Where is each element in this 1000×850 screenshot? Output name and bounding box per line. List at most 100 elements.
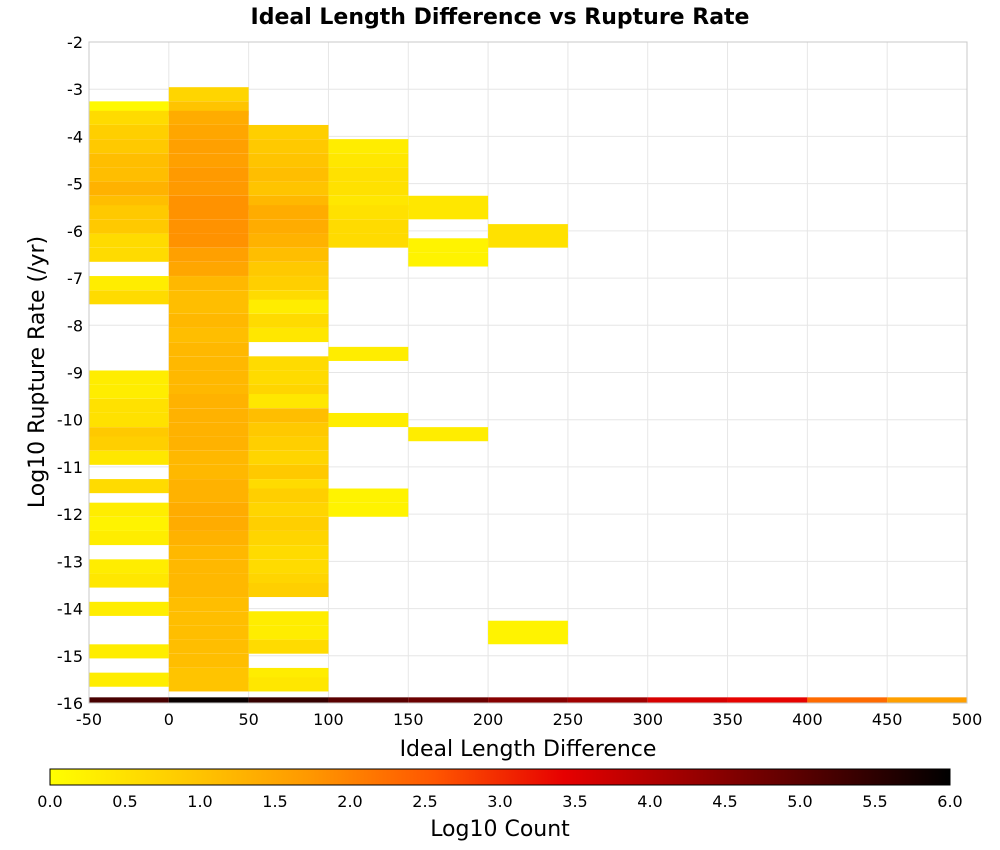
heatmap-cell (89, 436, 169, 451)
heatmap-cell (89, 516, 169, 531)
heatmap-cell (248, 299, 329, 314)
colorbar-tick-label: 3.0 (487, 792, 512, 811)
heatmap-cell-bottom-row (408, 697, 489, 703)
heatmap-cell-bottom-row (567, 697, 648, 703)
colorbar-tick-label: 1.5 (262, 792, 287, 811)
y-tick-label: -4 (67, 127, 83, 146)
heatmap-cell (248, 677, 329, 692)
heatmap-cell-bottom-row (488, 697, 568, 703)
heatmap-cell-bottom-row (248, 697, 329, 703)
heatmap-cell (168, 153, 249, 168)
heatmap-cell (168, 436, 249, 451)
heatmap-cell (248, 625, 329, 640)
colorbar (49, 768, 951, 786)
x-tick-label: 400 (792, 710, 823, 729)
colorbar-tick-label: 0.5 (112, 792, 137, 811)
heatmap-cell (89, 398, 169, 413)
heatmap-cell (248, 276, 329, 291)
heatmap-cell (168, 502, 249, 517)
heatmap-cell (328, 502, 409, 517)
heatmap-cell (89, 276, 169, 291)
y-tick-label: -14 (57, 600, 83, 619)
heatmap-cell (89, 573, 169, 588)
heatmap-cell (408, 205, 489, 220)
heatmap-cell (488, 630, 568, 645)
y-tick-label: -11 (57, 458, 83, 477)
heatmap-cell (248, 582, 329, 598)
heatmap-cell (89, 384, 169, 399)
colorbar-tick-label: 6.0 (937, 792, 962, 811)
heatmap-cell (168, 370, 249, 385)
heatmap-cell (168, 545, 249, 560)
colorbar-tick-label: 4.0 (637, 792, 662, 811)
heatmap-cell (89, 672, 169, 687)
y-tick-label: -10 (57, 411, 83, 430)
x-tick-label: 50 (238, 710, 258, 729)
heatmap-cell (89, 110, 169, 125)
x-tick-label: -50 (76, 710, 102, 729)
heatmap-cell (168, 327, 249, 343)
heatmap-cell (89, 412, 169, 428)
heatmap-cell (168, 342, 249, 357)
x-tick-label: 0 (164, 710, 174, 729)
heatmap-cell (408, 252, 489, 267)
heatmap-cell (168, 167, 249, 182)
heatmap-cell (248, 205, 329, 220)
heatmap-cell (248, 219, 329, 234)
heatmap-cell (168, 464, 249, 479)
heatmap-cell (168, 276, 249, 291)
heatmap-cell (248, 394, 329, 409)
heatmap-cell (168, 261, 249, 276)
heatmap-cell (89, 124, 169, 140)
heatmap-cell (168, 124, 249, 140)
heatmap-cell (248, 611, 329, 626)
heatmap-cell (168, 450, 249, 465)
heatmap-cell (89, 479, 169, 494)
heatmap-cell (248, 313, 329, 328)
heatmap-cell (168, 639, 249, 654)
x-axis-label: Ideal Length Difference (400, 737, 657, 762)
heatmap-cell (168, 110, 249, 125)
heatmap-cell (328, 181, 409, 196)
heatmap-cell (408, 427, 489, 442)
heatmap-cell (328, 205, 409, 220)
heatmap-cell (168, 531, 249, 546)
x-tick-label: 350 (712, 710, 743, 729)
heatmap-cell (248, 181, 329, 196)
heatmap-cell (488, 233, 568, 248)
heatmap-cell (168, 625, 249, 640)
heatmap-cell (248, 502, 329, 517)
heatmap-cell-bottom-row (89, 697, 169, 703)
heatmap-cell (328, 488, 409, 503)
x-tick-label: 150 (393, 710, 424, 729)
y-tick-label: -2 (67, 33, 83, 52)
x-tick-label: 450 (872, 710, 903, 729)
y-tick-label: -6 (67, 222, 83, 241)
heatmap-cell (248, 124, 329, 140)
heatmap-cell (248, 261, 329, 276)
y-tick-label: -15 (57, 647, 83, 666)
y-tick-label: -9 (67, 364, 83, 383)
heatmap-cell (328, 219, 409, 234)
heatmap-cell-bottom-row (887, 697, 967, 703)
heatmap-cell (168, 139, 249, 154)
y-tick-label: -3 (67, 80, 83, 99)
colorbar-tick-label: 4.5 (712, 792, 737, 811)
heatmap-cell (248, 153, 329, 168)
heatmap-cell (168, 219, 249, 234)
heatmap-cell (89, 290, 169, 305)
colorbar-tick-label: 1.0 (187, 792, 212, 811)
heatmap-cell (89, 233, 169, 248)
heatmap-cell (328, 153, 409, 168)
y-tick-label: -12 (57, 505, 83, 524)
y-tick-label: -8 (67, 316, 83, 335)
heatmap-cell-bottom-row (727, 697, 808, 703)
heatmap-cell (248, 422, 329, 437)
heatmap-cell (248, 488, 329, 503)
heatmap-cell (168, 422, 249, 437)
heatmap-cell (328, 233, 409, 248)
heatmap-cell (89, 601, 169, 616)
heatmap-cell (248, 408, 329, 423)
heatmap-cell (168, 582, 249, 598)
heatmap-cell (89, 370, 169, 385)
